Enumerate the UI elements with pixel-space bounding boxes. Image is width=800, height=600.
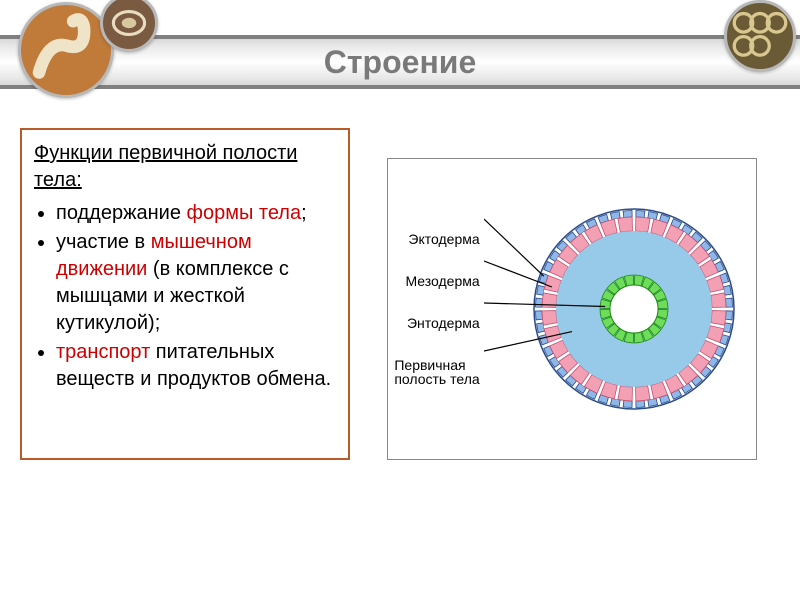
- functions-box: Функции первичной полости тела: поддержа…: [20, 128, 350, 460]
- list-item: транспорт питательных веществ и продукто…: [56, 339, 336, 393]
- label-cavity: Первичная полость тела: [394, 358, 479, 386]
- label-mesoderm: Мезодерма: [405, 274, 479, 288]
- decorative-photo-3: [724, 0, 796, 72]
- label-endoderm: Энтодерма: [407, 316, 480, 330]
- label-ectoderm: Эктодерма: [408, 232, 479, 246]
- cross-section-svg: [484, 179, 744, 439]
- content: Функции первичной полости тела: поддержа…: [0, 110, 800, 460]
- functions-list: поддержание формы тела;участие в мышечно…: [34, 200, 336, 393]
- title-bar-bottom-line: [0, 85, 800, 89]
- page-title: Строение: [324, 44, 476, 81]
- list-item: участие в мышечном движении (в комплексе…: [56, 229, 336, 337]
- header: Строение: [0, 0, 800, 110]
- diagram-labels: Эктодерма Мезодерма Энтодерма Первичная …: [394, 232, 481, 386]
- diagram-wrap: Эктодерма Мезодерма Энтодерма Первичная …: [364, 128, 780, 460]
- list-item: поддержание формы тела;: [56, 200, 336, 227]
- cross-section-diagram: Эктодерма Мезодерма Энтодерма Первичная …: [387, 158, 756, 460]
- functions-heading: Функции первичной полости тела:: [34, 140, 336, 194]
